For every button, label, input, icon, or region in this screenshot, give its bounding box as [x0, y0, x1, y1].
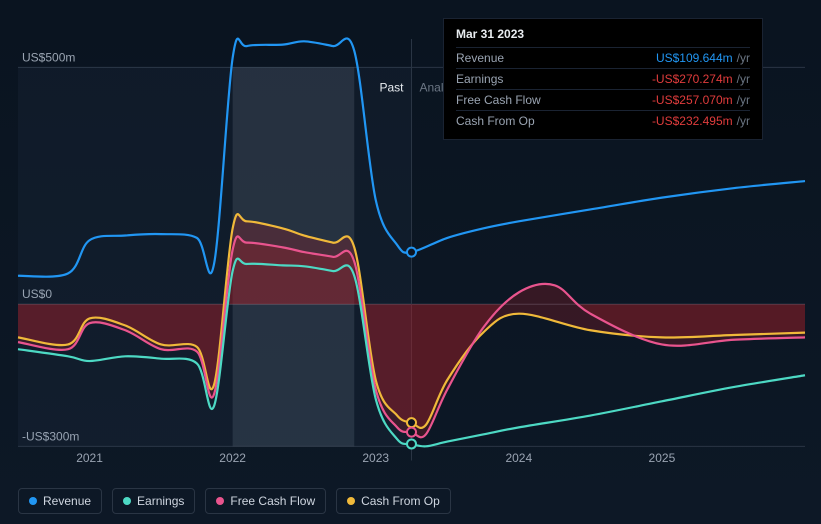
- legend-swatch: [123, 497, 131, 505]
- tooltip-date: Mar 31 2023: [456, 27, 750, 41]
- legend-swatch: [347, 497, 355, 505]
- x-axis-label: 2025: [649, 451, 676, 465]
- tooltip-metric-value: -US$232.495m/yr: [652, 114, 750, 128]
- legend-item-earnings[interactable]: Earnings: [112, 488, 195, 514]
- legend-swatch: [29, 497, 37, 505]
- marker-revenue: [407, 248, 416, 257]
- legend-label: Free Cash Flow: [230, 494, 315, 508]
- legend-item-cfo[interactable]: Cash From Op: [336, 488, 451, 514]
- tooltip-row: Earnings -US$270.274m/yr: [456, 68, 750, 89]
- tooltip-row: Cash From Op -US$232.495m/yr: [456, 110, 750, 131]
- x-axis-label: 2024: [505, 451, 532, 465]
- tooltip-metric-value: -US$257.070m/yr: [652, 93, 750, 107]
- x-axis-label: 2021: [76, 451, 103, 465]
- tooltip-metric-label: Cash From Op: [456, 114, 535, 128]
- past-label: Past: [379, 80, 404, 94]
- tooltip-metric-value: -US$270.274m/yr: [652, 72, 750, 86]
- marker-earnings: [407, 439, 416, 448]
- tooltip-row: Free Cash Flow -US$257.070m/yr: [456, 89, 750, 110]
- x-axis-label: 2023: [362, 451, 389, 465]
- financials-chart: US$500mUS$0-US$300m20212022202320242025P…: [0, 0, 821, 524]
- x-axis-label: 2022: [219, 451, 246, 465]
- chart-tooltip: Mar 31 2023 Revenue US$109.644m/yr Earning…: [443, 18, 763, 140]
- legend-label: Earnings: [137, 494, 184, 508]
- legend-swatch: [216, 497, 224, 505]
- tooltip-metric-label: Free Cash Flow: [456, 93, 541, 107]
- legend-label: Cash From Op: [361, 494, 440, 508]
- tooltip-metric-value: US$109.644m/yr: [656, 51, 750, 65]
- legend-item-revenue[interactable]: Revenue: [18, 488, 102, 514]
- legend-label: Revenue: [43, 494, 91, 508]
- chart-legend: Revenue Earnings Free Cash Flow Cash From O…: [18, 488, 451, 514]
- legend-item-fcf[interactable]: Free Cash Flow: [205, 488, 326, 514]
- tooltip-row: Revenue US$109.644m/yr: [456, 47, 750, 68]
- tooltip-metric-label: Revenue: [456, 51, 504, 65]
- marker-cfo: [407, 418, 416, 427]
- marker-fcf: [407, 428, 416, 437]
- tooltip-metric-label: Earnings: [456, 72, 503, 86]
- y-axis-label: US$500m: [22, 50, 75, 64]
